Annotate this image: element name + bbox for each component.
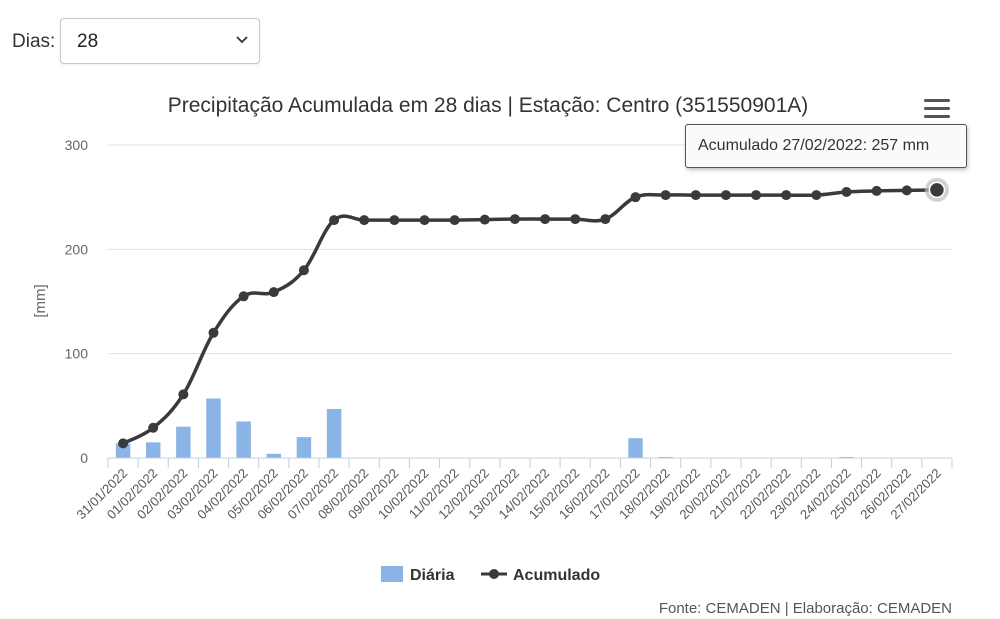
- chevron-down-icon: [236, 36, 248, 44]
- point-acumulado[interactable]: [690, 190, 701, 201]
- point-acumulado[interactable]: [540, 214, 551, 225]
- point-acumulado[interactable]: [751, 190, 762, 201]
- y-axis-label: [mm]: [32, 284, 49, 317]
- dias-select[interactable]: 28: [60, 18, 260, 64]
- legend-item-diaria[interactable]: Diária: [381, 566, 454, 585]
- point-acumulado[interactable]: [479, 214, 490, 225]
- series-line-acumulado: [122, 188, 937, 445]
- point-acumulado[interactable]: [148, 422, 159, 433]
- point-acumulado[interactable]: [871, 185, 882, 196]
- point-acumulado[interactable]: [811, 190, 822, 201]
- point-acumulado[interactable]: [570, 214, 581, 225]
- legend-label-diaria: Diária: [410, 567, 455, 584]
- bar-diaria[interactable]: [296, 437, 312, 458]
- point-acumulado[interactable]: [841, 186, 852, 197]
- point-acumulado[interactable]: [660, 190, 671, 201]
- point-acumulado[interactable]: [329, 215, 340, 226]
- y-tick-label: 0: [80, 450, 88, 466]
- hamburger-menu-icon[interactable]: [924, 99, 950, 119]
- tooltip-text: Acumulado 27/02/2022: 257 mm: [698, 137, 930, 154]
- bar-diaria[interactable]: [839, 456, 854, 458]
- point-acumulado[interactable]: [449, 215, 460, 226]
- y-tick-label: 200: [65, 241, 89, 257]
- point-acumulado[interactable]: [268, 287, 279, 298]
- bar-diaria[interactable]: [206, 398, 221, 458]
- y-tick-label: 100: [65, 346, 89, 362]
- point-acumulado[interactable]: [359, 215, 370, 226]
- point-acumulado[interactable]: [178, 389, 189, 400]
- legend-label-acumulado: Acumulado: [513, 567, 601, 584]
- bar-diaria[interactable]: [115, 443, 131, 458]
- point-acumulado[interactable]: [600, 214, 611, 225]
- legend-swatch-bar: [381, 566, 403, 582]
- legend-item-acumulado[interactable]: Acumulado: [481, 566, 600, 585]
- point-acumulado[interactable]: [389, 215, 400, 226]
- point-acumulado[interactable]: [901, 185, 912, 196]
- point-acumulado[interactable]: [509, 214, 520, 225]
- y-tick-label: 300: [65, 137, 89, 153]
- point-acumulado[interactable]: [298, 265, 309, 276]
- point-acumulado[interactable]: [928, 181, 946, 199]
- dias-select-value: 28: [77, 31, 99, 52]
- chart-title: Precipitação Acumulada em 28 dias | Esta…: [168, 94, 809, 117]
- point-acumulado[interactable]: [238, 291, 249, 302]
- legend-swatch-line: [481, 569, 507, 579]
- tooltip: Acumulado 27/02/2022: 257 mm: [685, 124, 967, 168]
- bar-diaria[interactable]: [145, 442, 161, 458]
- point-acumulado[interactable]: [208, 327, 219, 338]
- point-acumulado[interactable]: [720, 190, 731, 201]
- point-acumulado[interactable]: [781, 190, 792, 201]
- legend: Diária Acumulado: [0, 566, 1000, 590]
- point-acumulado[interactable]: [118, 438, 129, 449]
- bar-diaria[interactable]: [176, 426, 191, 458]
- bar-diaria[interactable]: [236, 421, 251, 458]
- bar-diaria[interactable]: [658, 456, 673, 458]
- dias-label: Dias:: [12, 31, 56, 52]
- bar-diaria[interactable]: [628, 438, 643, 458]
- credits: Fonte: CEMADEN | Elaboração: CEMADEN: [658, 600, 952, 617]
- point-acumulado[interactable]: [419, 215, 430, 226]
- bar-diaria[interactable]: [266, 453, 282, 458]
- point-acumulado[interactable]: [630, 192, 641, 203]
- bar-diaria[interactable]: [326, 408, 342, 458]
